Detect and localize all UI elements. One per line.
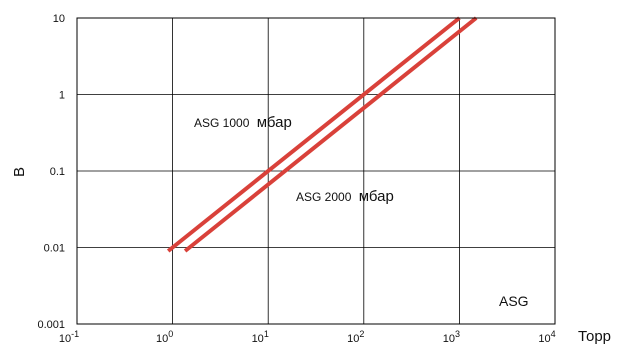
y-tick-label-0: 0.001	[37, 319, 65, 331]
x-tick-label-3: 102	[347, 329, 364, 345]
annotation-asg-2000: ASG 2000 мбар	[296, 188, 394, 205]
series-layer	[166, 16, 478, 253]
annotation-asg-2000-unit: мбар	[359, 188, 394, 205]
y-tick-label-3: 1	[59, 90, 65, 102]
y-axis-label: В	[11, 167, 28, 177]
x-tick-label-5: 104	[538, 329, 555, 345]
series-line-0	[166, 16, 461, 253]
x-tick-label-0: 10-1	[59, 329, 79, 345]
y-tick-label-4: 10	[53, 13, 65, 25]
x-axis-label: Торр	[578, 328, 611, 345]
annotation-asg-1000-unit: мбар	[257, 114, 292, 131]
x-tick-label-2: 101	[252, 329, 269, 345]
series-line-1	[183, 16, 478, 253]
y-tick-label-2: 0.1	[50, 166, 65, 178]
x-tick-labels: 10-1 100 101 102 103 104	[59, 329, 556, 345]
annotation-asg-1000-prefix: ASG 1000	[194, 116, 250, 130]
plot-frame	[76, 17, 556, 325]
x-tick-label-1: 100	[156, 329, 173, 345]
annotation-asg-1000: ASG 1000 мбар	[194, 114, 292, 131]
y-tick-labels: 0.001 0.01 0.1 1 10	[37, 13, 65, 331]
annotation-asg-2000-prefix: ASG 2000	[296, 190, 352, 204]
y-tick-label-1: 0.01	[44, 243, 65, 255]
corner-label: ASG	[499, 293, 529, 309]
x-tick-label-4: 103	[443, 329, 460, 345]
